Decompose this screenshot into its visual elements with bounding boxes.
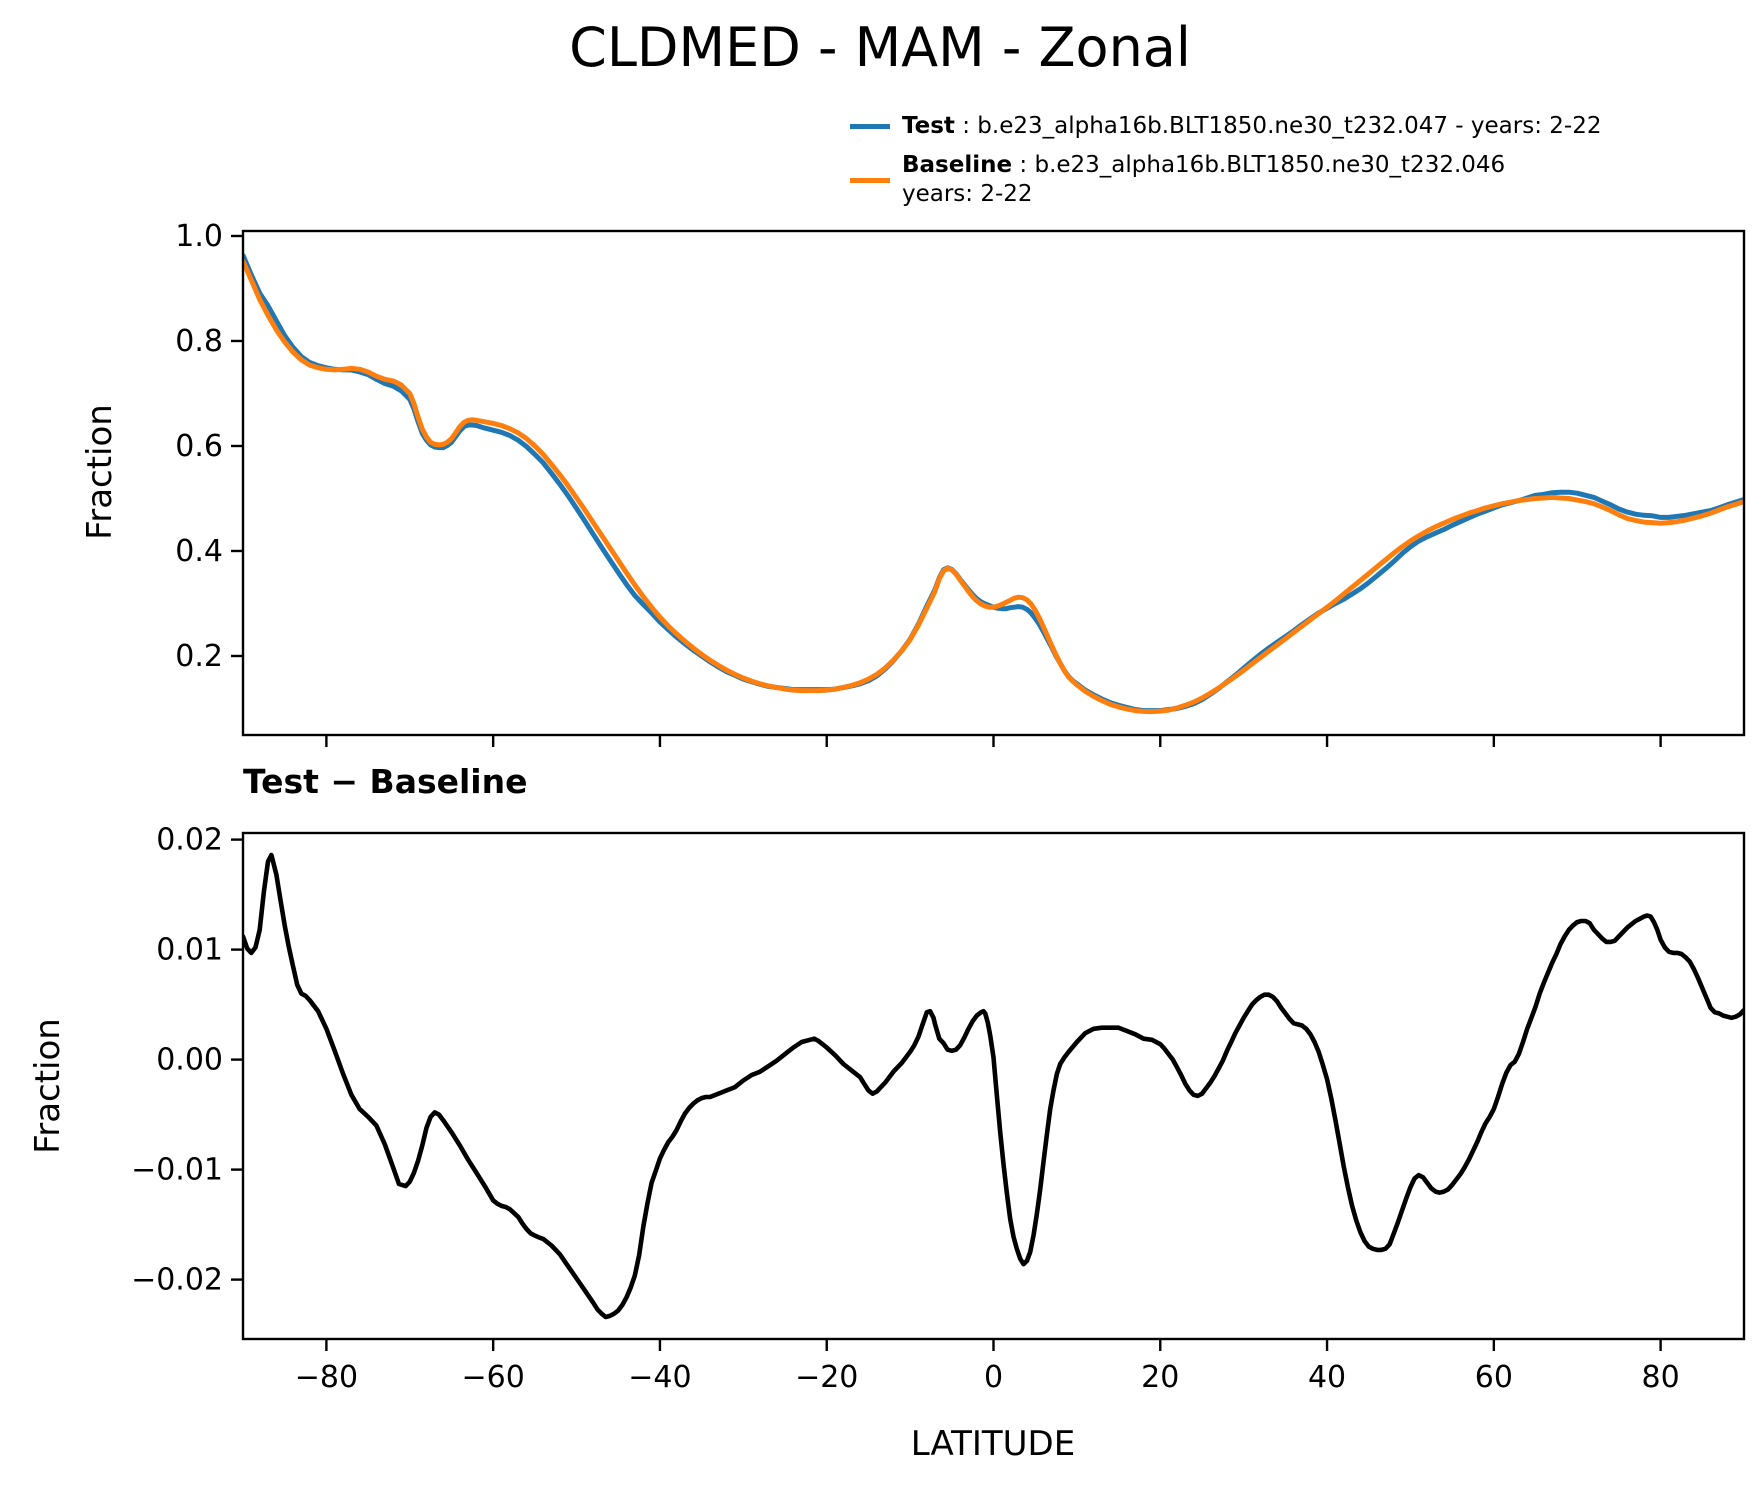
y-tick-label: 0.8	[175, 324, 223, 359]
figure-title: CLDMED - MAM - Zonal	[569, 16, 1191, 79]
x-tick-label: −20	[795, 1360, 858, 1395]
legend-entry-test: Test : b.e23_alpha16b.BLT1850.ne30_t232.…	[850, 112, 1601, 141]
bottom-panel-ylabel: Fraction	[28, 1018, 68, 1154]
series-line-baseline	[243, 258, 1744, 715]
test-line-swatch	[850, 124, 890, 129]
x-tick-label: 0	[984, 1360, 1003, 1395]
legend: Test : b.e23_alpha16b.BLT1850.ne30_t232.…	[850, 112, 1601, 209]
series-line-test	[243, 252, 1744, 714]
panel2-frame	[241, 831, 1746, 1341]
y-tick-label: 0.01	[156, 933, 223, 968]
x-tick-label: 40	[1308, 1360, 1346, 1395]
series-group-panel1	[243, 252, 1744, 715]
legend-label-baseline: Baseline : b.e23_alpha16b.BLT1850.ne30_t…	[902, 152, 1506, 207]
x-tick-label: 60	[1475, 1360, 1513, 1395]
y-tick-label: −0.02	[131, 1263, 223, 1298]
legend-label-test: Test : b.e23_alpha16b.BLT1850.ne30_t232.…	[902, 113, 1602, 139]
top-panel-ylabel: Fraction	[80, 404, 120, 540]
y-tick-label: 0.02	[156, 823, 223, 858]
x-tick-label: −60	[462, 1360, 525, 1395]
diff-panel-title: Test − Baseline	[243, 762, 528, 801]
series-group-panel2	[243, 852, 1744, 1320]
legend-entry-baseline: Baseline : b.e23_alpha16b.BLT1850.ne30_t…	[850, 151, 1601, 209]
x-tick-label: −40	[628, 1360, 691, 1395]
y-tick-label: 0.6	[175, 429, 223, 464]
x-axis-label: LATITUDE	[910, 1424, 1076, 1464]
panel1-frame	[241, 229, 1746, 737]
x-tick-label: 20	[1141, 1360, 1179, 1395]
y-tick-label: 0.4	[175, 534, 223, 569]
y-tick-label: 1.0	[175, 219, 223, 254]
y-tick-label: −0.01	[131, 1153, 223, 1188]
baseline-line-swatch	[850, 177, 890, 183]
x-tick-label: −80	[295, 1360, 358, 1395]
y-tick-label: 0.2	[175, 639, 223, 674]
y-tick-label: 0.00	[156, 1043, 223, 1078]
x-tick-label: 80	[1642, 1360, 1680, 1395]
series-line-test-baseline	[243, 852, 1744, 1320]
